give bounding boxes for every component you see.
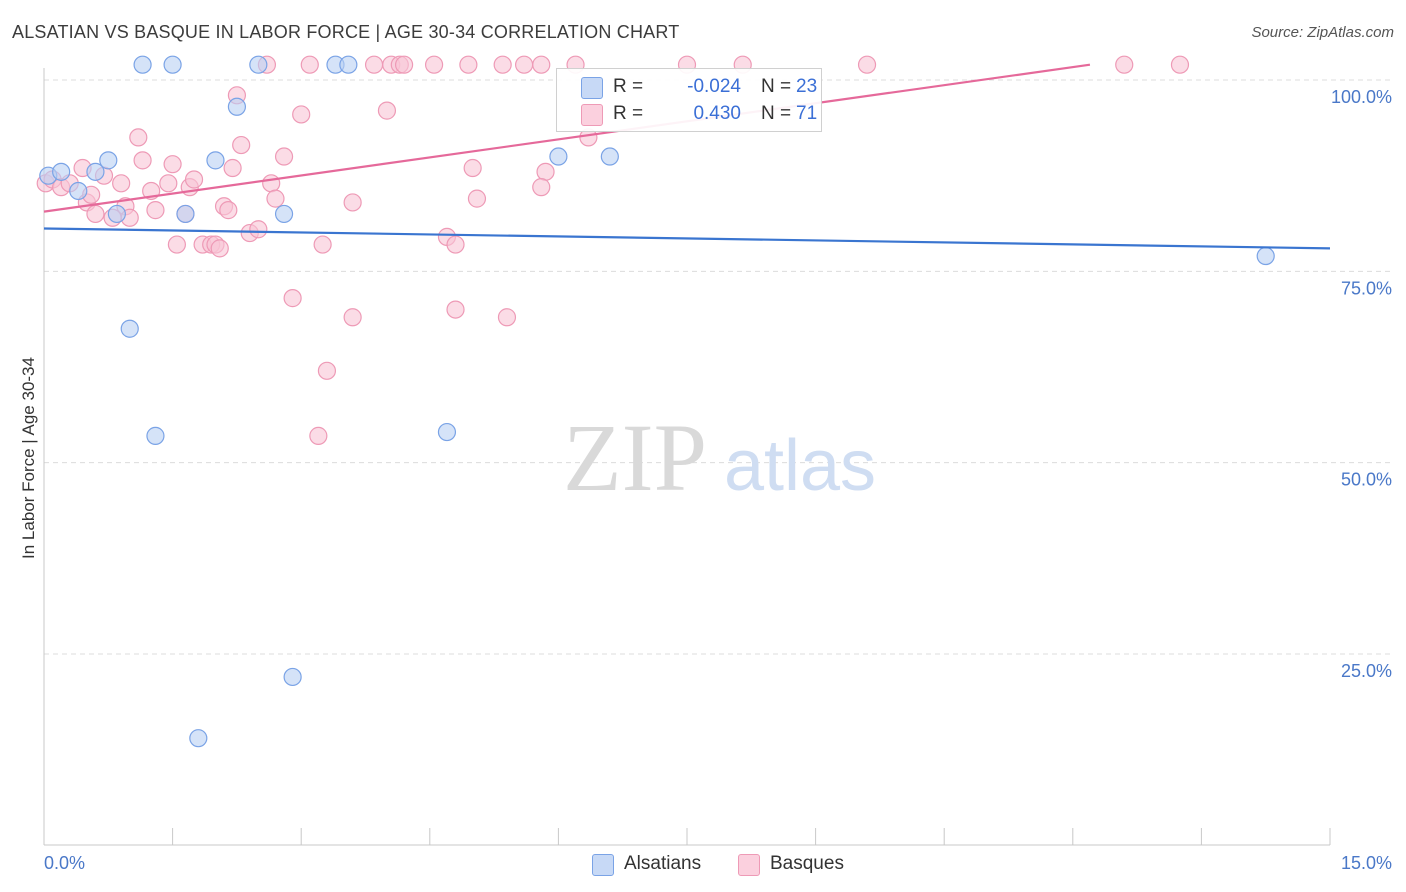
alsatian-point	[249, 55, 268, 74]
r-label: R =	[613, 103, 644, 124]
basque-point	[266, 189, 285, 208]
trend-lines	[43, 63, 1331, 250]
basque-point	[463, 158, 482, 178]
alsatian-point	[1256, 246, 1275, 266]
alsatian-point	[176, 204, 195, 224]
basque-point	[262, 174, 281, 193]
legend-label: Basques	[770, 853, 844, 874]
y-tick-label: 25.0%	[1341, 661, 1392, 681]
alsatian-point	[52, 162, 71, 181]
basque-point	[364, 55, 384, 74]
y-axis-label: In Labor Force | Age 30-34	[19, 357, 38, 559]
basque-point	[249, 220, 268, 239]
alsatian-point	[146, 426, 165, 445]
n-value: 23	[796, 76, 818, 97]
basque-point	[532, 55, 551, 74]
basque-point	[219, 201, 238, 220]
basque-point	[184, 170, 204, 189]
alsatian-point	[549, 147, 568, 166]
basque-point	[446, 300, 465, 319]
source-label: Source: ZipAtlas.com	[1251, 24, 1394, 41]
axes	[43, 68, 1331, 846]
basque-swatch	[581, 104, 603, 126]
alsatian-point	[600, 147, 619, 166]
watermark-atlas: atlas	[724, 426, 876, 506]
legend-label: Alsatians	[624, 853, 702, 874]
basque-point	[536, 162, 555, 181]
basque-point	[343, 308, 362, 327]
basque-point	[146, 201, 165, 220]
alsatian-point	[274, 204, 294, 224]
basque-point	[313, 235, 332, 254]
n-value: 71	[796, 103, 818, 124]
basque-point	[309, 426, 328, 445]
alsatian-point	[437, 422, 457, 442]
basque-point	[133, 151, 152, 170]
basque-point	[424, 55, 444, 74]
basque-point	[223, 158, 242, 178]
n-label: N =	[761, 103, 792, 124]
basque-point	[283, 289, 302, 308]
basque-point	[532, 178, 551, 197]
basque-trend-line	[43, 63, 1091, 213]
basque-point	[112, 174, 131, 193]
alsatian-point	[189, 729, 208, 748]
tick-labels: 25.0% 50.0% 75.0% 100.0% 0.0% 15.0%	[44, 87, 1392, 873]
r-value: -0.024	[687, 76, 741, 97]
alsatian-point	[120, 319, 139, 338]
basque-point	[300, 55, 319, 74]
basque-point	[210, 239, 229, 258]
basque-point	[159, 174, 178, 193]
alsatian-point	[283, 667, 302, 687]
basque-point	[317, 361, 337, 380]
alsatian-point	[133, 55, 152, 74]
x-tick-label: 0.0%	[44, 853, 85, 873]
y-tick-label: 100.0%	[1331, 87, 1392, 107]
x-tick-label: 15.0%	[1341, 853, 1392, 873]
basque-swatch	[738, 854, 760, 876]
alsatian-swatch	[592, 854, 614, 876]
alsatian-trend-line	[43, 227, 1331, 250]
basque-point	[232, 135, 251, 155]
y-tick-label: 75.0%	[1341, 278, 1392, 298]
basque-point	[167, 235, 186, 254]
basque-point	[493, 55, 512, 74]
basque-point	[163, 155, 182, 174]
basque-point	[86, 204, 105, 224]
basque-point	[467, 189, 487, 208]
basque-point	[515, 55, 534, 74]
basque-point	[459, 55, 478, 74]
y-tick-label: 50.0%	[1341, 470, 1392, 490]
basque-point	[343, 193, 362, 212]
basque-point	[292, 105, 311, 124]
alsatian-point	[86, 162, 105, 181]
alsatian-point	[99, 151, 118, 170]
r-label: R =	[613, 76, 644, 97]
basque-point	[377, 101, 397, 120]
r-value: 0.430	[693, 103, 741, 124]
correlation-legend: R = -0.024 N = 23 R = 0.430 N = 71	[556, 68, 822, 132]
n-label: N =	[761, 76, 792, 97]
basque-point	[394, 55, 414, 74]
alsatian-point	[227, 97, 246, 116]
chart-title: ALSATIAN VS BASQUE IN LABOR FORCE | AGE …	[12, 22, 680, 42]
basque-point	[1170, 55, 1190, 74]
data-points	[36, 55, 1275, 748]
basque-point	[497, 308, 517, 327]
grid	[44, 79, 1394, 655]
watermark: ZIP atlas	[563, 404, 876, 511]
basque-point	[446, 235, 465, 254]
basque-point	[857, 55, 877, 74]
alsatian-point	[69, 181, 88, 201]
basque-point	[274, 147, 294, 166]
watermark-zip: ZIP	[563, 404, 707, 511]
basque-point	[1115, 55, 1134, 74]
basque-point	[129, 128, 148, 147]
alsatian-point	[339, 55, 358, 74]
alsatian-point	[107, 204, 126, 224]
alsatian-point	[163, 55, 182, 74]
alsatian-point	[206, 151, 225, 170]
alsatian-swatch	[581, 77, 603, 99]
